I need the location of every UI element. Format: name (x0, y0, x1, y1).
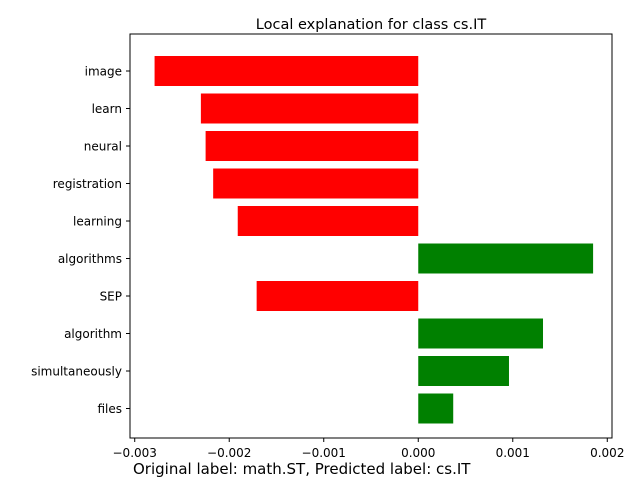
x-tick-label: 0.000 (401, 446, 435, 460)
bar-registration (213, 168, 419, 199)
bar-files (418, 393, 454, 424)
x-tick-label: −0.003 (113, 446, 157, 460)
bar-learn (200, 93, 419, 124)
bar-simultaneously (418, 356, 509, 386)
y-tick-label: learning (73, 215, 122, 229)
y-tick-label: neural (84, 140, 122, 154)
y-tick-label: learn (92, 102, 122, 116)
x-tick-label: 0.002 (590, 446, 624, 460)
prediction-caption: Original label: math.ST, Predicted label… (133, 460, 471, 478)
bar-image (154, 56, 419, 86)
bar-learning (237, 206, 419, 236)
y-tick-label: algorithms (58, 252, 122, 266)
x-axis: −0.003 −0.002 −0.001 0.000 0.001 0.002 (113, 438, 624, 460)
plot-frame (129, 33, 613, 439)
y-tick-label: SEP (100, 290, 122, 304)
y-axis: image learn neural registration learning algo… (31, 65, 130, 416)
bar-algorithm (418, 318, 544, 349)
bars-group (154, 56, 594, 424)
y-tick-label: algorithm (64, 327, 122, 341)
y-tick-label: registration (53, 177, 122, 191)
x-tick-label: −0.002 (207, 446, 251, 460)
x-tick-label: −0.001 (302, 446, 346, 460)
bar-algorithms (418, 243, 594, 274)
y-tick-label: simultaneously (31, 365, 122, 379)
chart-title: Local explanation for class cs.IT (256, 17, 487, 33)
bar-sep (256, 281, 419, 311)
y-tick-label: files (97, 402, 122, 416)
x-tick-label: 0.001 (496, 446, 530, 460)
y-tick-label: image (85, 65, 122, 79)
bar-neural (205, 131, 419, 161)
